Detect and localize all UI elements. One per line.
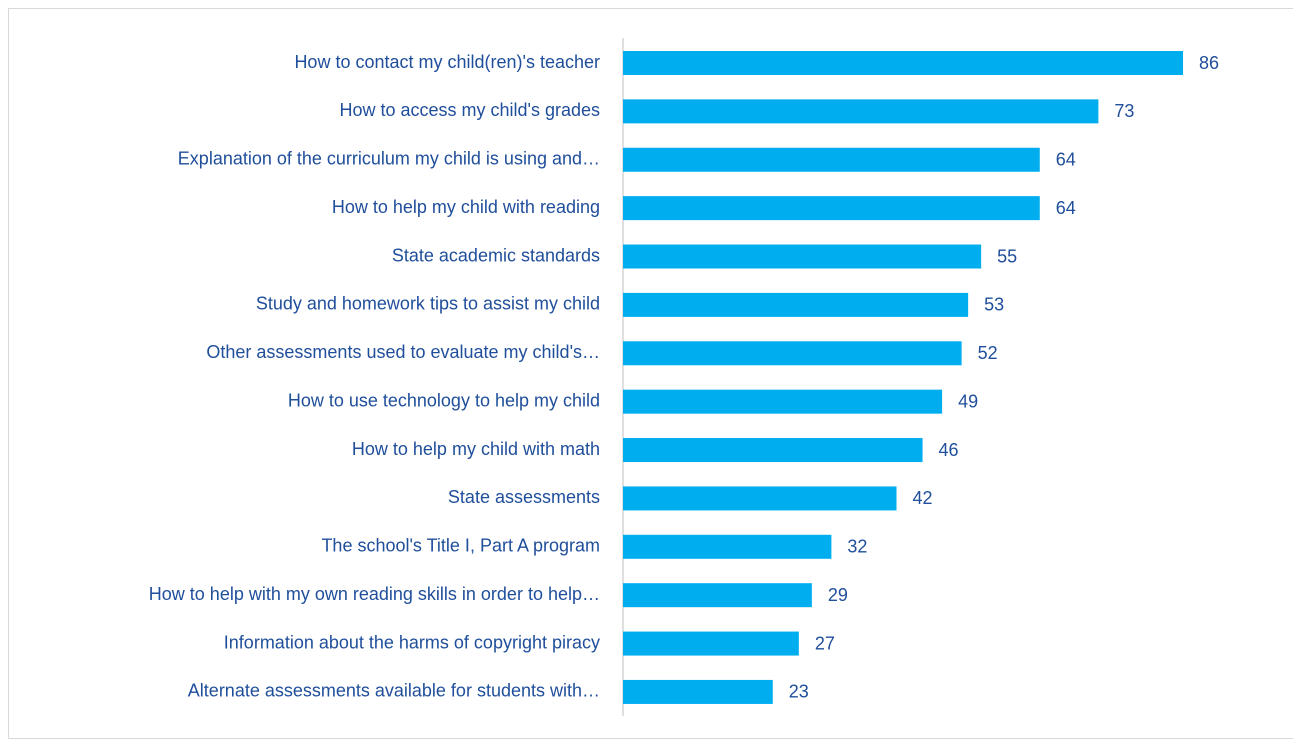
category-label: How to contact my child(ren)'s teacher bbox=[294, 52, 600, 72]
bar bbox=[623, 438, 923, 463]
value-label: 23 bbox=[789, 682, 809, 702]
bar bbox=[623, 389, 943, 414]
category-label: The school's Title I, Part A program bbox=[321, 536, 600, 556]
bar bbox=[623, 631, 799, 656]
category-label: How to help with my own reading skills i… bbox=[149, 584, 600, 604]
category-label: How to access my child's grades bbox=[339, 100, 600, 120]
bar bbox=[623, 534, 832, 559]
bar bbox=[623, 341, 962, 366]
value-label: 46 bbox=[939, 440, 959, 460]
value-label: 27 bbox=[815, 633, 835, 653]
category-label: How to use technology to help my child bbox=[288, 390, 600, 410]
category-label: How to help my child with reading bbox=[332, 197, 600, 217]
bar bbox=[623, 244, 982, 269]
value-label: 64 bbox=[1056, 198, 1076, 218]
category-label: State assessments bbox=[448, 487, 600, 507]
value-label: 53 bbox=[984, 295, 1004, 315]
category-label: Alternate assessments available for stud… bbox=[188, 681, 600, 701]
bar bbox=[623, 292, 969, 317]
category-label: State academic standards bbox=[392, 245, 600, 265]
value-label: 64 bbox=[1056, 150, 1076, 170]
value-label: 42 bbox=[913, 488, 933, 508]
bar bbox=[623, 486, 897, 511]
value-label: 86 bbox=[1199, 53, 1219, 73]
category-label: Other assessments used to evaluate my ch… bbox=[206, 342, 600, 362]
value-label: 32 bbox=[847, 537, 867, 557]
category-label: How to help my child with math bbox=[352, 439, 600, 459]
category-label: Information about the harms of copyright… bbox=[224, 632, 600, 652]
bar bbox=[623, 51, 1184, 75]
category-label: Explanation of the curriculum my child i… bbox=[178, 149, 600, 169]
value-label: 29 bbox=[828, 585, 848, 605]
bar bbox=[623, 147, 1040, 172]
value-label: 55 bbox=[997, 246, 1017, 266]
value-label: 49 bbox=[958, 391, 978, 411]
bar bbox=[623, 99, 1099, 124]
bar bbox=[623, 583, 812, 608]
bar bbox=[623, 679, 773, 704]
value-label: 73 bbox=[1114, 101, 1134, 121]
bar bbox=[623, 196, 1040, 221]
category-label: Study and homework tips to assist my chi… bbox=[256, 294, 600, 314]
chart-frame bbox=[8, 8, 1293, 739]
value-label: 52 bbox=[978, 343, 998, 363]
